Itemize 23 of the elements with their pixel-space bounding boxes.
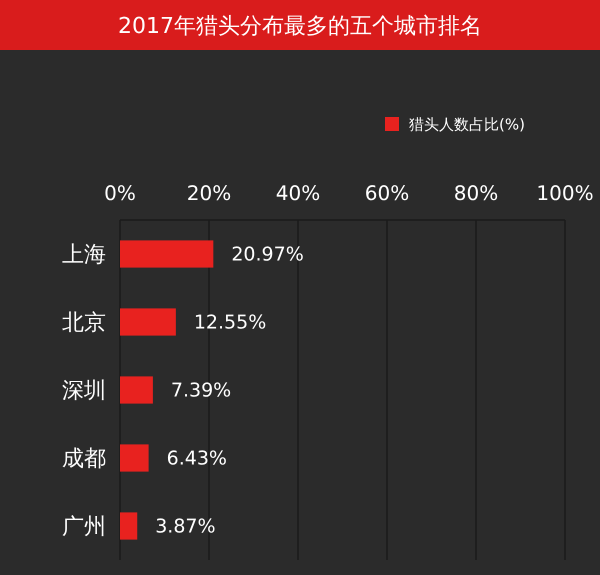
y-tick-label: 上海	[62, 242, 106, 268]
x-tick-label: 20%	[186, 181, 232, 205]
bar	[120, 240, 214, 268]
bar	[120, 308, 176, 336]
y-tick-label: 深圳	[62, 378, 106, 404]
y-tick-label: 成都	[62, 446, 106, 472]
chart-title: 2017年猎头分布最多的五个城市排名	[118, 14, 482, 39]
text: 6.43%	[166, 448, 227, 470]
text: 20.97%	[231, 244, 304, 266]
text: 3.87%	[155, 516, 216, 538]
y-tick-label: 广州	[62, 514, 106, 540]
y-tick-label: 北京	[62, 310, 106, 336]
bar	[120, 512, 138, 540]
x-tick-label: 0%	[104, 181, 136, 205]
text: 7.39%	[170, 380, 232, 402]
legend-label: 猎头人数占比(%)	[409, 115, 525, 134]
text: 12.55%	[194, 312, 266, 334]
x-tick-label: 60%	[364, 181, 410, 205]
bar	[120, 444, 149, 472]
bar	[120, 376, 153, 404]
x-tick-label: 40%	[276, 181, 320, 205]
x-tick-label: 80%	[454, 181, 498, 205]
x-tick-label: 100%	[536, 181, 594, 205]
